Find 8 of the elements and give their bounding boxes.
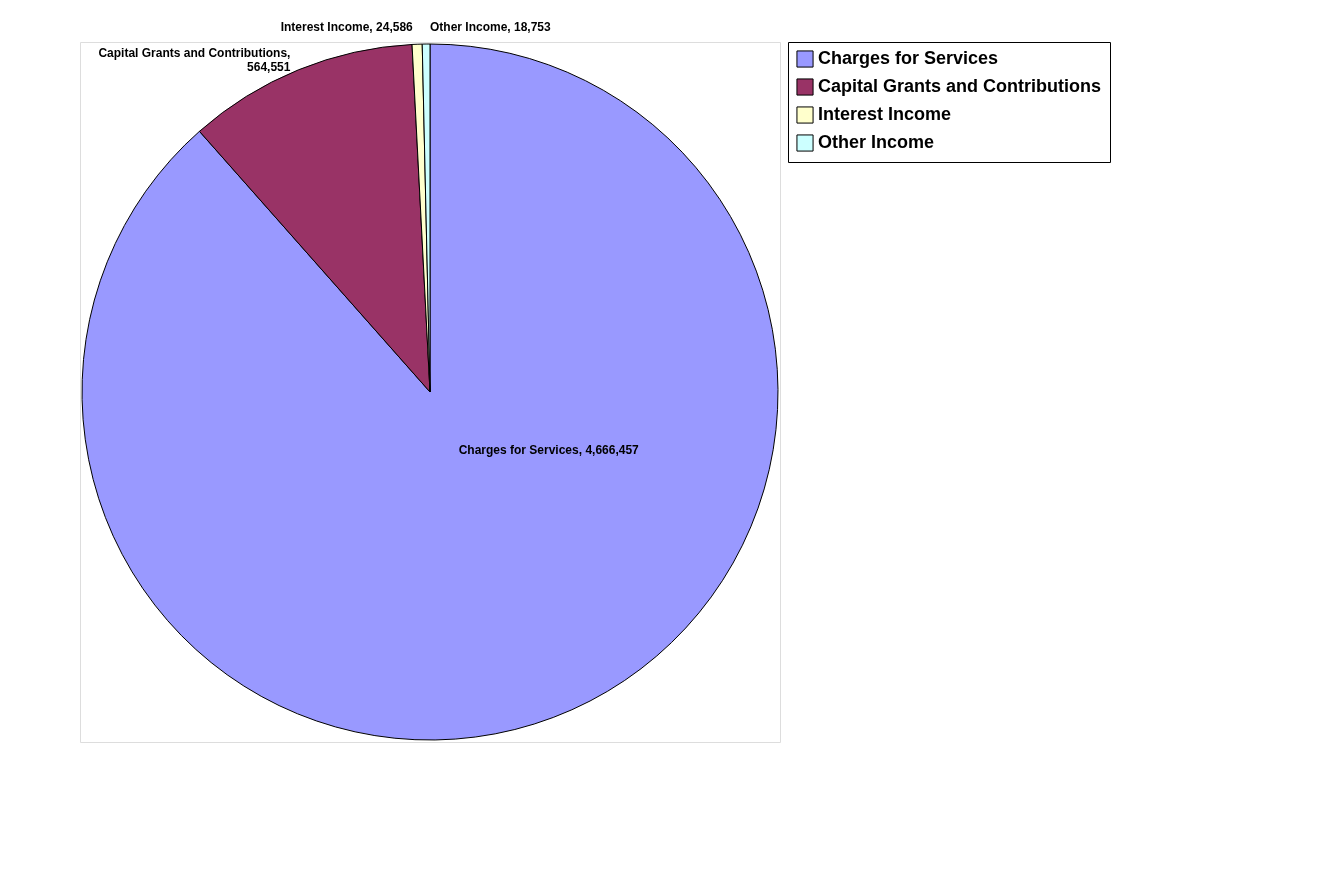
legend-label: Capital Grants and Contributions [818, 76, 1102, 96]
legend-label: Other Income [818, 132, 935, 152]
legend-label: Interest Income [818, 104, 952, 124]
data-label: Interest Income, 24,586 [280, 19, 414, 34]
data-label: Capital Grants and Contributions, 564,551 [98, 46, 291, 75]
data-label: Charges for Services, 4,666,457 [458, 443, 640, 458]
data-label: Other Income, 18,753 [430, 19, 552, 34]
legend-label: Charges for Services [818, 48, 999, 68]
